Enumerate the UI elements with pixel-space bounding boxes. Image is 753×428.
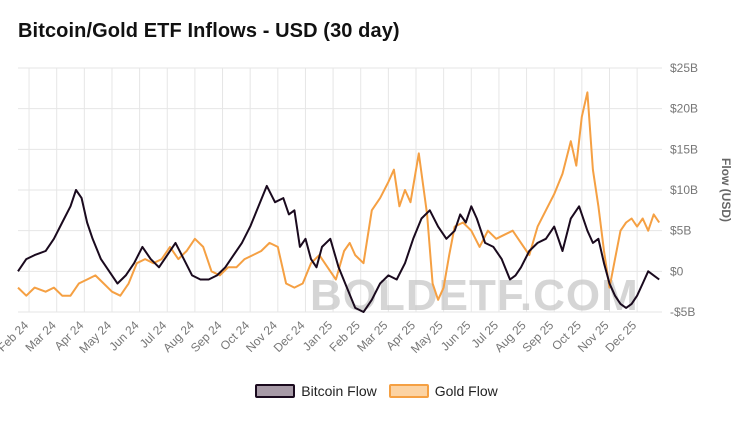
- chart-canvas: BOLDETF.COM -$5B $0 $5B $10B $15B $20B $25B Fe…: [0, 61, 733, 356]
- legend-item-bitcoin[interactable]: Bitcoin Flow: [255, 383, 377, 399]
- y-tick-label: $20B: [670, 102, 698, 116]
- legend-swatch-gold: [388, 384, 429, 398]
- legend-label-bitcoin: Bitcoin Flow: [301, 383, 377, 399]
- x-tick-label: Mar 25: [354, 318, 391, 355]
- y-tick-label: $25B: [670, 61, 698, 75]
- x-tick-label: Sep 25: [520, 318, 557, 355]
- y-tick-label: $5B: [670, 224, 691, 238]
- x-tick-label: Mar 24: [23, 318, 60, 355]
- y-tick-label: $10B: [670, 183, 698, 197]
- x-tick-label: Sep 24: [188, 318, 225, 355]
- x-tick-label: Dec 24: [271, 318, 308, 355]
- series-layer: [17, 91, 661, 313]
- y-tick-label: -$5B: [670, 305, 695, 319]
- x-tick-label: Jun 24: [106, 318, 142, 354]
- x-tick-label: May 25: [408, 318, 446, 356]
- chart-title: Bitcoin/Gold ETF Inflows - USD (30 day): [18, 20, 400, 42]
- series-line-gold: [17, 91, 661, 301]
- y-tick-label: $0: [670, 264, 684, 278]
- y-tick-label: $15B: [670, 142, 698, 156]
- series-line-bitcoin: [17, 184, 660, 313]
- x-tick-label: Jun 25: [438, 318, 474, 354]
- y-axis: -$5B $0 $5B $10B $15B $20B $25B: [670, 61, 698, 319]
- chart-grid: [18, 67, 662, 313]
- legend-swatch-bitcoin: [255, 384, 296, 398]
- x-tick-label: May 24: [76, 318, 114, 356]
- legend: Bitcoin Flow Gold Flow: [0, 383, 753, 399]
- legend-label-gold: Gold Flow: [434, 383, 498, 399]
- y-axis-title: Flow (USD): [719, 158, 733, 222]
- watermark: BOLDETF.COM: [310, 271, 639, 320]
- x-tick-label: Dec 25: [602, 318, 639, 355]
- legend-item-gold[interactable]: Gold Flow: [388, 383, 498, 399]
